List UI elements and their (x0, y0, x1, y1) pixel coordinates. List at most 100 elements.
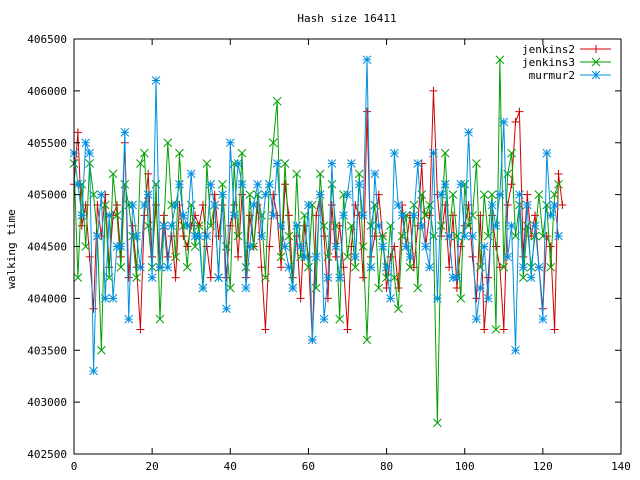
data-point-murmur2 (460, 231, 470, 241)
data-point-murmur2 (268, 211, 278, 220)
data-point-murmur2 (413, 159, 423, 168)
data-point-jenkins2 (284, 211, 293, 220)
data-point-murmur2 (327, 159, 337, 168)
data-point-jenkins2 (542, 232, 551, 241)
data-point-murmur2 (194, 231, 204, 241)
data-point-murmur2 (198, 283, 208, 293)
data-point-murmur2 (386, 294, 395, 303)
data-point-jenkins2 (343, 325, 352, 334)
data-point-jenkins3 (440, 148, 450, 158)
data-point-murmur2 (515, 190, 524, 199)
data-point-jenkins3 (413, 283, 423, 293)
data-point-jenkins2 (531, 211, 540, 220)
legend-label-murmur2: murmur2 (529, 69, 575, 82)
legend-label-jenkins2: jenkins2 (522, 43, 575, 56)
data-point-jenkins3 (268, 138, 278, 148)
data-point-murmur2 (331, 242, 341, 251)
data-point-murmur2 (542, 148, 552, 158)
data-point-murmur2 (186, 169, 196, 179)
x-tick-label: 140 (611, 460, 631, 473)
data-point-jenkins3 (194, 221, 204, 231)
data-point-murmur2 (401, 242, 411, 251)
data-point-jenkins3 (358, 242, 368, 251)
data-point-murmur2 (358, 211, 368, 220)
data-point-murmur2 (511, 345, 520, 355)
data-point-jenkins2 (112, 201, 121, 209)
data-point-murmur2 (475, 283, 485, 293)
data-point-murmur2 (550, 200, 559, 210)
data-point-murmur2 (378, 242, 388, 251)
data-point-jenkins3 (554, 179, 563, 189)
data-point-murmur2 (444, 231, 454, 241)
data-point-jenkins3 (433, 418, 442, 428)
legend-marker-murmur2 (591, 70, 601, 80)
data-point-murmur2 (89, 366, 98, 376)
data-point-jenkins2 (210, 190, 219, 199)
data-point-murmur2 (472, 314, 481, 324)
data-point-murmur2 (534, 262, 544, 272)
data-point-jenkins3 (136, 159, 145, 168)
data-point-jenkins3 (284, 231, 294, 241)
data-point-murmur2 (323, 273, 333, 282)
data-point-jenkins3 (518, 273, 528, 282)
data-point-murmur2 (116, 242, 126, 251)
data-point-jenkins2 (73, 128, 82, 137)
series-layer (69, 55, 567, 428)
data-point-murmur2 (249, 200, 259, 210)
data-point-murmur2 (393, 200, 403, 210)
data-point-jenkins2 (425, 211, 434, 220)
data-point-jenkins3 (534, 190, 544, 199)
x-tick-label: 100 (455, 460, 475, 473)
data-point-jenkins3 (409, 200, 419, 210)
data-point-murmur2 (104, 211, 114, 220)
data-point-murmur2 (440, 179, 450, 189)
data-point-jenkins2 (484, 273, 493, 282)
data-point-jenkins2 (558, 201, 567, 209)
data-point-murmur2 (218, 190, 227, 199)
data-point-jenkins2 (206, 273, 215, 282)
data-point-jenkins2 (183, 242, 192, 251)
data-point-murmur2 (182, 221, 192, 231)
data-point-murmur2 (487, 200, 497, 210)
data-point-murmur2 (261, 190, 270, 199)
data-point-murmur2 (233, 159, 243, 168)
data-point-jenkins3 (218, 179, 227, 189)
legend-marker-jenkins2 (592, 45, 600, 53)
data-point-murmur2 (390, 148, 399, 158)
data-point-jenkins2 (503, 201, 512, 209)
data-point-murmur2 (343, 190, 352, 199)
data-point-murmur2 (409, 211, 419, 220)
data-point-jenkins3 (421, 211, 430, 220)
data-point-jenkins2 (507, 180, 516, 189)
data-point-murmur2 (382, 262, 391, 272)
data-point-jenkins3 (487, 190, 497, 199)
data-point-jenkins3 (472, 159, 481, 168)
data-point-jenkins2 (515, 107, 524, 116)
data-point-jenkins3 (354, 169, 364, 179)
data-point-murmur2 (546, 211, 556, 220)
data-point-murmur2 (354, 179, 364, 189)
y-tick-label: 402500 (27, 448, 67, 461)
data-point-murmur2 (425, 262, 434, 272)
data-point-murmur2 (139, 200, 149, 210)
data-point-murmur2 (284, 262, 294, 272)
data-point-jenkins3 (456, 294, 466, 303)
data-point-jenkins2 (257, 263, 266, 272)
data-point-murmur2 (159, 221, 169, 231)
data-point-jenkins2 (280, 180, 289, 189)
y-tick-label: 404000 (27, 292, 67, 305)
data-point-murmur2 (429, 148, 438, 158)
data-point-jenkins3 (182, 262, 192, 272)
data-point-murmur2 (253, 179, 262, 189)
data-point-jenkins3 (280, 159, 290, 168)
data-point-jenkins3 (522, 221, 532, 231)
data-point-murmur2 (464, 128, 473, 137)
y-tick-label: 406500 (27, 33, 67, 46)
data-point-jenkins3 (405, 262, 415, 272)
data-point-jenkins3 (550, 190, 559, 199)
data-point-jenkins2 (448, 211, 457, 220)
data-point-jenkins3 (479, 190, 489, 199)
data-point-murmur2 (77, 211, 87, 220)
data-point-murmur2 (421, 242, 430, 251)
